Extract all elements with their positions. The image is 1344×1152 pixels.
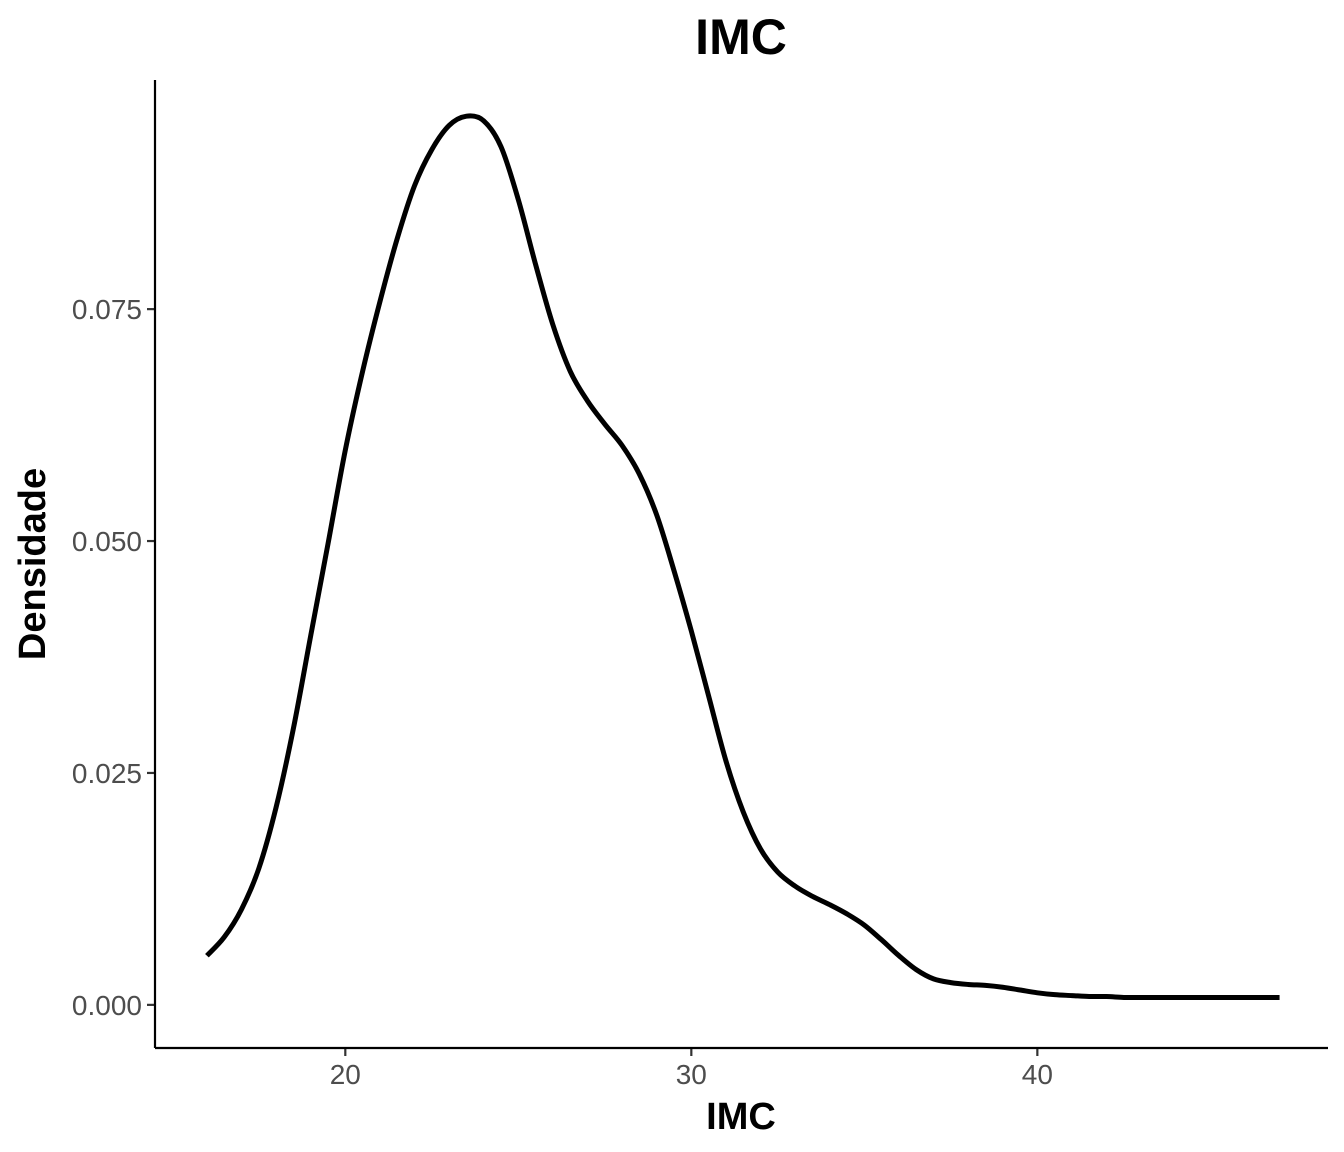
y-axis-ticks: 0.000 0.025 0.050 0.075 <box>72 294 155 1021</box>
x-axis-ticks: 20 30 40 <box>330 1048 1053 1090</box>
y-tick-label: 0.000 <box>72 990 142 1021</box>
y-tick-label: 0.050 <box>72 526 142 557</box>
x-axis-title: IMC <box>706 1096 776 1138</box>
y-axis-title: Densidade <box>12 468 54 660</box>
x-tick-label: 20 <box>330 1059 361 1090</box>
x-tick-label: 40 <box>1022 1059 1053 1090</box>
y-tick-label: 0.025 <box>72 758 142 789</box>
chart-title: IMC <box>695 9 787 65</box>
x-tick-label: 30 <box>676 1059 707 1090</box>
y-tick-label: 0.075 <box>72 294 142 325</box>
density-curve <box>205 113 1280 1001</box>
